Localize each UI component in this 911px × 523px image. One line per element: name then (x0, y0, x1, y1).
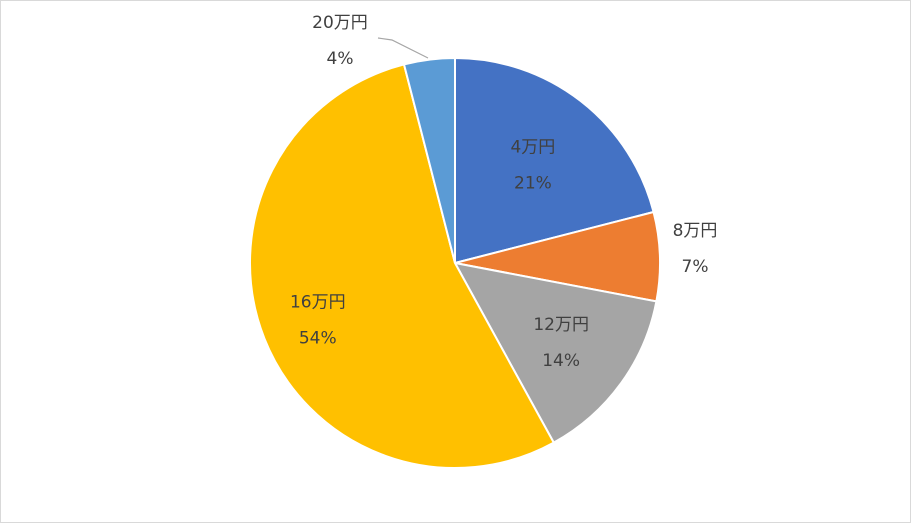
pie-slice-1 (454, 56, 655, 265)
pie-slice-3 (453, 261, 658, 444)
slice-percent-label: 14% (542, 351, 580, 371)
slice-percent-label: 7% (682, 257, 709, 277)
pie-slice-4 (248, 63, 556, 469)
slice-percent-label: 4% (327, 49, 354, 69)
slice-percent-label: 54% (299, 328, 337, 348)
slice-category-label: 4万円 (510, 138, 555, 158)
slice-category-label: 20万円 (312, 13, 368, 33)
slice-category-label: 8万円 (673, 221, 718, 241)
slice-category-label: 16万円 (290, 292, 346, 312)
pie-slice-5 (402, 56, 456, 264)
slice-category-label: 12万円 (533, 315, 589, 335)
slice-percent-label: 21% (514, 174, 552, 194)
leader-line (377, 37, 429, 59)
